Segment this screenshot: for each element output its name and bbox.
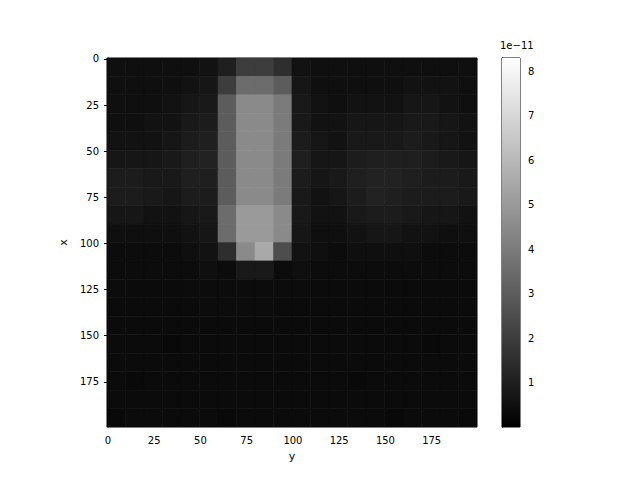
svg-text:8: 8 [528,66,534,77]
svg-text:3: 3 [528,288,534,299]
svg-text:100: 100 [283,435,302,446]
svg-text:0: 0 [93,53,99,64]
svg-text:50: 50 [86,146,99,157]
svg-text:5: 5 [528,199,534,210]
svg-text:75: 75 [86,192,99,203]
svg-text:6: 6 [528,155,534,166]
svg-text:1e−11: 1e−11 [500,40,534,51]
svg-text:75: 75 [240,435,253,446]
svg-text:0: 0 [105,435,111,446]
svg-text:125: 125 [330,435,349,446]
svg-text:25: 25 [86,100,99,111]
svg-text:50: 50 [194,435,207,446]
svg-text:x: x [57,239,70,246]
svg-text:7: 7 [528,110,534,121]
svg-text:175: 175 [422,435,441,446]
svg-text:125: 125 [80,284,99,295]
svg-text:175: 175 [80,376,99,387]
svg-text:150: 150 [80,330,99,341]
svg-text:y: y [289,450,296,463]
svg-text:25: 25 [148,435,161,446]
svg-text:1: 1 [528,377,534,388]
svg-text:100: 100 [80,238,99,249]
svg-text:4: 4 [528,244,534,255]
svg-text:2: 2 [528,333,534,344]
svg-text:150: 150 [376,435,395,446]
